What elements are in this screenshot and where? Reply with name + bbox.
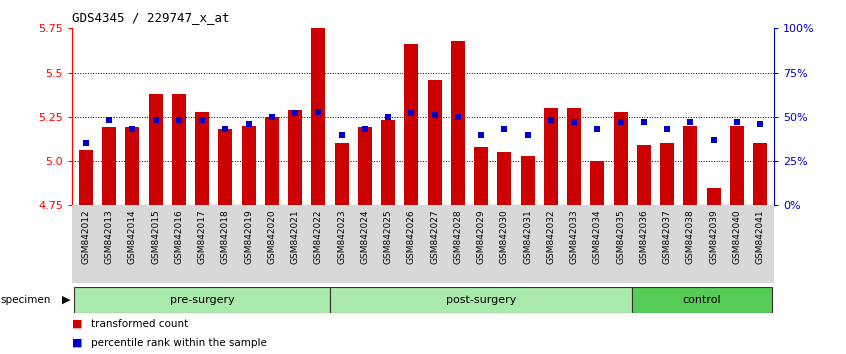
Text: GSM842034: GSM842034 [593, 209, 602, 264]
Text: GSM842037: GSM842037 [662, 209, 672, 264]
Text: GSM842035: GSM842035 [616, 209, 625, 264]
Bar [149, 94, 162, 205]
Bar [427, 80, 442, 205]
Text: GSM842020: GSM842020 [267, 209, 277, 264]
Text: post-surgery: post-surgery [446, 295, 516, 305]
Text: GSM842019: GSM842019 [244, 209, 253, 264]
Bar [79, 150, 93, 205]
Bar [684, 126, 697, 205]
Text: GSM842026: GSM842026 [407, 209, 416, 264]
Bar [330, 287, 632, 313]
Text: GSM842021: GSM842021 [291, 209, 299, 264]
Text: control: control [683, 295, 722, 305]
Bar [730, 126, 744, 205]
Text: GSM842023: GSM842023 [337, 209, 346, 264]
Bar [706, 188, 721, 205]
Text: specimen: specimen [1, 295, 52, 305]
Bar [497, 152, 511, 205]
Bar [753, 143, 767, 205]
Bar [637, 145, 651, 205]
Text: GSM842027: GSM842027 [430, 209, 439, 264]
Bar [567, 108, 581, 205]
Text: GSM842022: GSM842022 [314, 209, 323, 264]
Text: GSM842014: GSM842014 [128, 209, 137, 264]
Text: GSM842029: GSM842029 [476, 209, 486, 264]
Text: GSM842025: GSM842025 [383, 209, 393, 264]
Bar [102, 127, 116, 205]
Text: percentile rank within the sample: percentile rank within the sample [91, 338, 266, 348]
Text: GSM842017: GSM842017 [198, 209, 206, 264]
Text: GSM842015: GSM842015 [151, 209, 160, 264]
Text: GSM842016: GSM842016 [174, 209, 184, 264]
Bar [632, 287, 772, 313]
Bar [218, 129, 233, 205]
Bar [451, 41, 464, 205]
Text: GSM842041: GSM842041 [755, 209, 765, 264]
Text: GDS4345 / 229747_x_at: GDS4345 / 229747_x_at [72, 11, 229, 24]
Text: transformed count: transformed count [91, 319, 188, 329]
Bar [311, 28, 326, 205]
Bar [613, 112, 628, 205]
Bar [335, 143, 349, 205]
Text: GSM842036: GSM842036 [640, 209, 648, 264]
Bar [288, 110, 302, 205]
Bar [520, 156, 535, 205]
Text: GSM842038: GSM842038 [686, 209, 695, 264]
Text: GSM842028: GSM842028 [453, 209, 463, 264]
Bar [382, 120, 395, 205]
Text: GSM842018: GSM842018 [221, 209, 230, 264]
Bar [172, 94, 186, 205]
Bar [74, 287, 330, 313]
Bar [474, 147, 488, 205]
Bar [404, 44, 419, 205]
Text: ■: ■ [72, 319, 82, 329]
Text: GSM842030: GSM842030 [500, 209, 509, 264]
Text: ■: ■ [72, 338, 82, 348]
Bar [660, 143, 674, 205]
Text: ▶: ▶ [62, 295, 70, 305]
Bar [358, 127, 372, 205]
Text: GSM842013: GSM842013 [105, 209, 113, 264]
Text: GSM842012: GSM842012 [81, 209, 91, 264]
Bar [265, 117, 279, 205]
Bar [591, 161, 604, 205]
Bar [544, 108, 558, 205]
Bar [242, 126, 255, 205]
Text: GSM842032: GSM842032 [547, 209, 555, 264]
Text: GSM842040: GSM842040 [733, 209, 741, 264]
Text: GSM842039: GSM842039 [709, 209, 718, 264]
Bar [195, 112, 209, 205]
Text: GSM842031: GSM842031 [523, 209, 532, 264]
Bar [125, 127, 140, 205]
Text: GSM842033: GSM842033 [569, 209, 579, 264]
Text: pre-surgery: pre-surgery [170, 295, 234, 305]
Text: GSM842024: GSM842024 [360, 209, 370, 264]
